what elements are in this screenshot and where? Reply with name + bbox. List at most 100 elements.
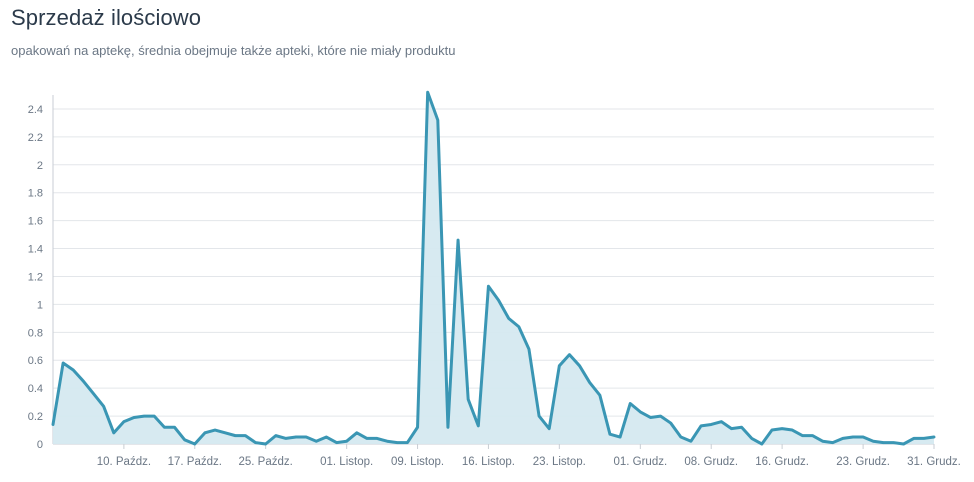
series-fill xyxy=(53,92,934,445)
data-point xyxy=(356,432,358,434)
data-point xyxy=(194,443,196,445)
data-point xyxy=(619,436,621,438)
data-point xyxy=(730,427,732,429)
data-point xyxy=(680,436,682,438)
data-point xyxy=(578,365,580,367)
data-point xyxy=(275,434,277,436)
data-point xyxy=(740,426,742,428)
data-point xyxy=(821,440,823,442)
data-point xyxy=(426,91,428,93)
data-point xyxy=(264,443,266,445)
data-point xyxy=(659,415,661,417)
data-point xyxy=(568,353,570,355)
data-point xyxy=(92,393,94,395)
data-point xyxy=(477,425,479,427)
y-tick-label: 0.4 xyxy=(28,383,43,395)
x-tick-label: 23. Grudz. xyxy=(836,456,890,468)
data-point xyxy=(234,434,236,436)
data-point xyxy=(589,381,591,383)
data-point xyxy=(558,365,560,367)
data-point xyxy=(62,362,64,364)
data-point xyxy=(123,420,125,422)
data-point xyxy=(366,437,368,439)
data-point xyxy=(649,416,651,418)
x-tick-label: 10. Paźdz. xyxy=(97,456,151,468)
x-tick-label: 01. Listop. xyxy=(320,456,373,468)
data-point xyxy=(690,440,692,442)
data-point xyxy=(872,440,874,442)
data-point xyxy=(52,423,54,425)
data-point xyxy=(497,299,499,301)
data-point xyxy=(852,436,854,438)
data-point xyxy=(244,434,246,436)
data-point xyxy=(204,432,206,434)
data-point xyxy=(295,436,297,438)
data-point xyxy=(376,437,378,439)
data-point xyxy=(143,415,145,417)
data-point xyxy=(396,441,398,443)
data-point xyxy=(507,317,509,319)
x-tick-label: 16. Grudz. xyxy=(755,456,809,468)
y-tick-label: 2.4 xyxy=(28,104,43,116)
data-point xyxy=(811,434,813,436)
data-point xyxy=(528,348,530,350)
y-tick-label: 2.2 xyxy=(28,132,43,144)
data-point xyxy=(609,433,611,435)
data-point xyxy=(72,369,74,371)
data-point xyxy=(153,415,155,417)
series-area xyxy=(51,90,936,446)
data-point xyxy=(335,441,337,443)
data-point xyxy=(447,426,449,428)
y-tick-label: 1.2 xyxy=(28,271,43,283)
data-point xyxy=(325,436,327,438)
data-point xyxy=(771,429,773,431)
data-point xyxy=(224,432,226,434)
y-tick-label: 1 xyxy=(37,299,43,311)
data-point xyxy=(882,441,884,443)
data-point xyxy=(305,436,307,438)
data-point xyxy=(923,437,925,439)
data-point xyxy=(214,429,216,431)
y-tick-label: 1.8 xyxy=(28,188,43,200)
data-point xyxy=(761,443,763,445)
data-point xyxy=(599,394,601,396)
x-tick-label: 01. Grudz. xyxy=(613,456,667,468)
chart-subtitle: opakowań na aptekę, średnia obejmuje tak… xyxy=(11,43,456,58)
data-point xyxy=(315,440,317,442)
data-point xyxy=(82,380,84,382)
data-point xyxy=(183,439,185,441)
data-point xyxy=(933,436,935,438)
data-point xyxy=(710,423,712,425)
y-axis: 0 0.2 0.4 0.6 0.8 1 1.2 1.4 1.6 1.8 2 2.2 2.4 xyxy=(28,95,54,451)
data-point xyxy=(437,119,439,121)
data-point xyxy=(457,239,459,241)
data-point xyxy=(862,436,864,438)
data-point xyxy=(538,415,540,417)
data-point xyxy=(791,429,793,431)
y-tick-label: 2 xyxy=(37,160,43,172)
data-point xyxy=(700,425,702,427)
data-point xyxy=(781,427,783,429)
x-tick-label: 23. Listop. xyxy=(533,456,586,468)
data-point xyxy=(832,441,834,443)
y-tick-label: 0.8 xyxy=(28,327,43,339)
data-point xyxy=(163,426,165,428)
data-point xyxy=(720,420,722,422)
x-axis: 10. Paźdz. 17. Paźdz. 25. Paźdz. 01. Listop… xyxy=(53,443,961,468)
data-point xyxy=(102,405,104,407)
y-tick-label: 0.6 xyxy=(28,355,43,367)
data-point xyxy=(254,441,256,443)
data-point xyxy=(548,427,550,429)
data-point xyxy=(518,326,520,328)
data-point xyxy=(639,411,641,413)
y-tick-label: 0.2 xyxy=(28,411,43,423)
data-point xyxy=(842,437,844,439)
data-point xyxy=(902,443,904,445)
x-tick-label: 31. Grudz. xyxy=(907,456,961,468)
data-point xyxy=(173,426,175,428)
y-tick-label: 1.6 xyxy=(28,216,43,228)
data-point xyxy=(487,285,489,287)
data-point xyxy=(416,426,418,428)
data-point xyxy=(285,437,287,439)
